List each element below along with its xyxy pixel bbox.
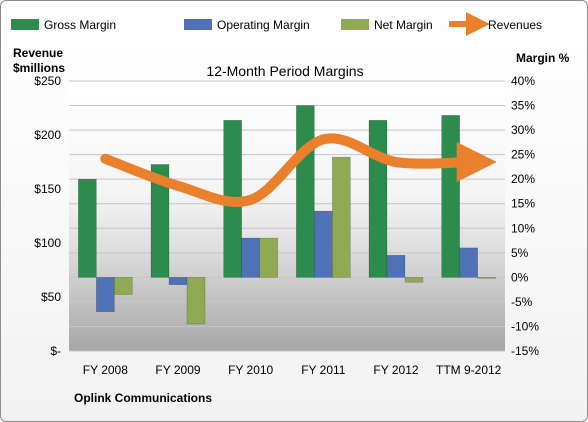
category-label: FY 2012 [373, 363, 418, 377]
right-tick-label: 15% [511, 197, 535, 211]
legend-swatch-net-margin [341, 19, 369, 30]
legend-swatch-operating-margin [184, 19, 212, 30]
gross-margin-bar [441, 115, 460, 278]
legend-label-gross-margin: Gross Margin [44, 18, 116, 32]
right-tick-label: 5% [511, 246, 529, 260]
right-axis-label: Margin % [516, 51, 570, 65]
gross-margin-bar [150, 164, 170, 278]
chart-title: 12-Month Period Margins [206, 63, 363, 79]
bars [78, 105, 496, 325]
right-tick-label: 20% [511, 172, 535, 186]
left-tick-label: $- [50, 344, 61, 358]
revenue-line-group [100, 133, 497, 207]
plot-area [69, 81, 505, 351]
right-tick-label: 0% [511, 270, 529, 284]
net-margin-bar [186, 277, 206, 325]
left-axis-label-line1: Revenue [13, 46, 63, 60]
operating-margin-bar [459, 247, 478, 278]
operating-margin-bar [386, 254, 406, 278]
right-tick-label: -10% [511, 319, 539, 333]
net-margin-bar [259, 237, 278, 278]
right-axis-ticks: -15% -10% -5% 0% 5% 10% 15% 20% 25% 30% 35% 40% [511, 74, 539, 358]
net-margin-bar [477, 277, 496, 279]
right-tick-label: 10% [511, 221, 535, 235]
net-margin-bar [404, 277, 424, 283]
legend-swatch-gross-margin [11, 19, 39, 30]
gridlines [69, 80, 505, 352]
company-name: Oplink Communications [74, 391, 212, 405]
right-tick-label: 40% [511, 74, 535, 88]
left-axis-ticks: $- $50 $100 $150 $200 $250 [34, 74, 61, 358]
left-tick-label: $150 [34, 182, 61, 196]
net-margin-bar [332, 156, 351, 278]
operating-margin-bar [241, 237, 260, 278]
category-label: FY 2008 [83, 363, 128, 377]
gross-margin-bar [296, 105, 315, 278]
category-label: TTM 9-2012 [436, 363, 502, 377]
right-tick-label: -15% [511, 344, 539, 358]
legend-label-operating-margin: Operating Margin [217, 18, 310, 32]
category-label: FY 2011 [301, 363, 346, 377]
left-tick-label: $200 [34, 128, 61, 142]
gross-margin-bar [368, 119, 388, 278]
right-tick-label: 35% [511, 99, 535, 113]
left-axis-label-line2: $millions [13, 61, 65, 75]
left-tick-label: $100 [34, 236, 61, 250]
net-margin-bar [114, 277, 133, 295]
left-tick-label: $50 [41, 290, 61, 304]
gross-margin-bar [78, 178, 97, 278]
operating-margin-bar [314, 210, 333, 278]
left-tick-label: $250 [34, 74, 61, 88]
operating-margin-bar [168, 277, 188, 286]
legend-label-net-margin: Net Margin [374, 18, 433, 32]
revenues-line [100, 133, 497, 207]
operating-margin-bar [96, 277, 115, 313]
right-tick-label: 30% [511, 123, 535, 137]
right-tick-label: 25% [511, 148, 535, 162]
category-label: FY 2010 [228, 363, 273, 377]
category-labels: FY 2008 FY 2009 FY 2010 FY 2011 FY 2012 TTM 9… [83, 363, 502, 377]
right-tick-label: -5% [511, 295, 533, 309]
category-label: FY 2009 [155, 363, 200, 377]
legend: Gross Margin Operating Margin Net Margin… [11, 12, 542, 36]
legend-label-revenues: Revenues [488, 18, 542, 32]
